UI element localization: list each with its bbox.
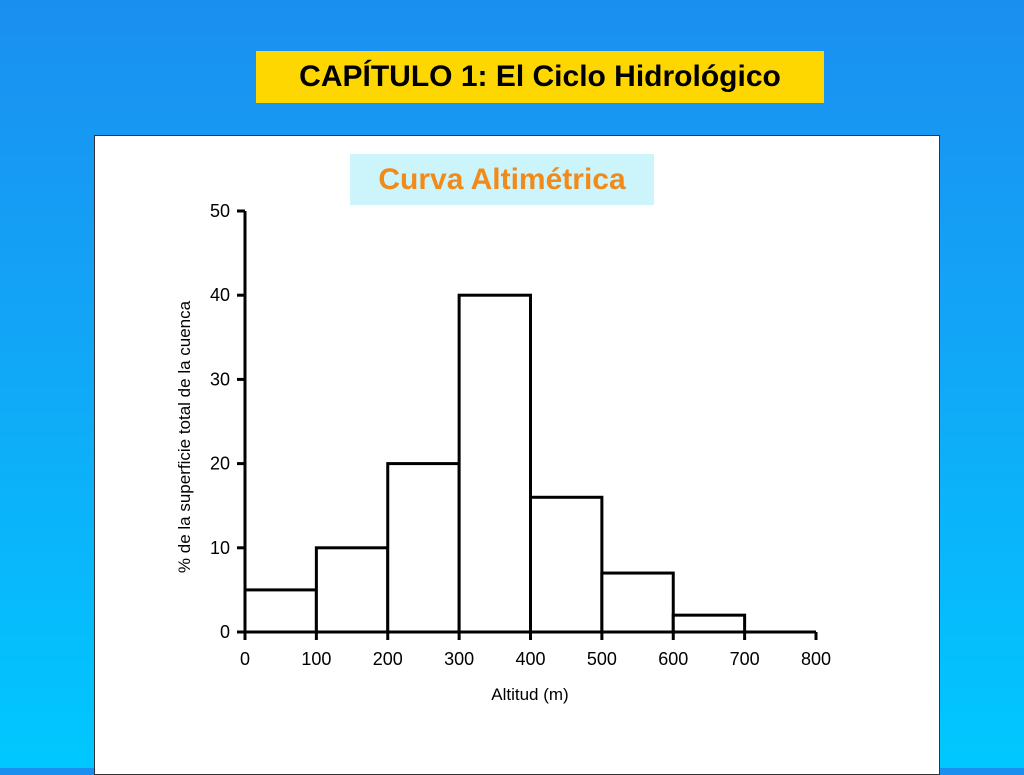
- y-tick-label: 40: [210, 285, 230, 305]
- y-tick-label: 0: [220, 622, 230, 642]
- histogram-bar-6: [671, 613, 747, 634]
- x-tick-label: 400: [515, 649, 545, 669]
- y-tick-label: 30: [210, 369, 230, 389]
- x-tick-label: 800: [801, 649, 831, 669]
- bars-layer: [243, 293, 747, 634]
- x-tick-label: 700: [730, 649, 760, 669]
- histogram-bar-3: [457, 293, 532, 634]
- slide-title: CAPÍTULO 1: El Ciclo Hidrológico: [256, 51, 824, 103]
- y-axis-label: % de la superficie total de la cuenca: [175, 300, 194, 573]
- y-tick-label: 50: [210, 201, 230, 221]
- histogram-bar-4: [529, 495, 604, 634]
- axes-layer: 0 100 200 300 400 500 600 700 800 0 10 20 30 40 50: [210, 201, 831, 669]
- y-tick-label: 20: [210, 454, 230, 474]
- y-tick-label: 10: [210, 538, 230, 558]
- x-axis-label: Altitud (m): [491, 685, 568, 704]
- x-tick-label: 500: [587, 649, 617, 669]
- chart-title: Curva Altimétrica: [350, 154, 654, 205]
- x-tick-label: 100: [301, 649, 331, 669]
- histogram-bar-1: [314, 546, 390, 634]
- histogram-bar-2: [386, 462, 461, 634]
- x-tick-label: 200: [373, 649, 403, 669]
- x-tick-label: 0: [240, 649, 250, 669]
- histogram-bar-0: [243, 588, 318, 634]
- x-tick-label: 600: [658, 649, 688, 669]
- x-tick-label: 300: [444, 649, 474, 669]
- histogram-bar-5: [600, 571, 675, 634]
